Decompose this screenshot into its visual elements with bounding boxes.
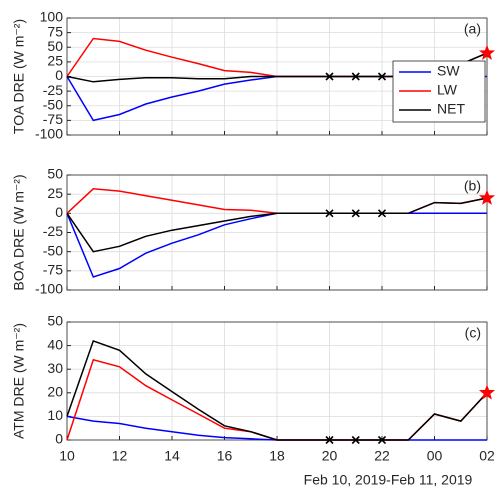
legend-label: LW bbox=[437, 82, 458, 98]
x-tick-label: 14 bbox=[164, 448, 180, 464]
y-tick-label: 40 bbox=[47, 336, 63, 352]
y-tick-label: -50 bbox=[43, 242, 63, 258]
series-line bbox=[66, 197, 488, 253]
x-tick-label: 20 bbox=[322, 448, 338, 464]
y-tick-label: 50 bbox=[47, 313, 63, 329]
x-tick-label: 16 bbox=[217, 448, 233, 464]
x-tick-label: 22 bbox=[374, 448, 390, 464]
y-tick-label: -75 bbox=[43, 111, 63, 127]
y-tick-label: -50 bbox=[43, 96, 63, 112]
star-marker bbox=[478, 44, 496, 60]
cross-marker bbox=[377, 72, 387, 81]
cross-marker bbox=[351, 209, 360, 218]
x-tick-label: 02 bbox=[479, 448, 495, 464]
y-tick-label: -25 bbox=[43, 223, 63, 239]
x-tick-label: 10 bbox=[59, 448, 75, 464]
panel-label: (c) bbox=[465, 325, 481, 341]
y-axis-label: BOA DRE (W m⁻²) bbox=[11, 174, 27, 290]
y-axis-label: ATM DRE (W m⁻²) bbox=[11, 323, 27, 439]
y-axis-label: TOA DRE (W m⁻²) bbox=[11, 19, 27, 134]
legend-label: NET bbox=[437, 101, 465, 117]
y-tick-label: 50 bbox=[47, 166, 63, 182]
y-tick-label: -25 bbox=[43, 82, 63, 98]
y-tick-label: 0 bbox=[55, 67, 63, 83]
legend-label: SW bbox=[437, 63, 460, 79]
y-tick-label: 100 bbox=[40, 9, 64, 25]
y-tick-label: 25 bbox=[47, 185, 63, 201]
y-tick-label: 30 bbox=[47, 360, 63, 376]
x-tick-label: 12 bbox=[112, 448, 128, 464]
y-tick-label: 20 bbox=[47, 384, 63, 400]
cross-marker bbox=[351, 72, 360, 81]
cross-marker bbox=[377, 209, 387, 218]
y-tick-label: 0 bbox=[55, 204, 63, 220]
x-axis-label: Feb 10, 2019-Feb 11, 2019 bbox=[304, 472, 473, 488]
panel-label: (a) bbox=[464, 21, 481, 37]
cross-marker bbox=[377, 435, 387, 445]
plot-frame bbox=[66, 174, 488, 291]
cross-marker bbox=[325, 72, 334, 81]
cross-marker bbox=[325, 435, 334, 445]
panel-label: (b) bbox=[464, 178, 481, 194]
x-tick-label: 18 bbox=[269, 448, 285, 464]
cross-marker bbox=[325, 209, 334, 218]
star-marker bbox=[478, 189, 496, 205]
y-tick-label: 75 bbox=[47, 23, 63, 39]
cross-marker bbox=[351, 435, 360, 445]
y-tick-label: 10 bbox=[47, 407, 63, 423]
series-line bbox=[66, 339, 488, 441]
y-tick-label: -100 bbox=[35, 281, 63, 297]
y-tick-label: 25 bbox=[47, 53, 63, 69]
y-tick-label: -100 bbox=[35, 126, 63, 142]
y-tick-label: -75 bbox=[43, 262, 63, 278]
y-tick-label: 50 bbox=[47, 38, 63, 54]
x-tick-label: 00 bbox=[427, 448, 443, 464]
star-marker bbox=[478, 384, 496, 400]
y-tick-label: 0 bbox=[55, 431, 63, 447]
